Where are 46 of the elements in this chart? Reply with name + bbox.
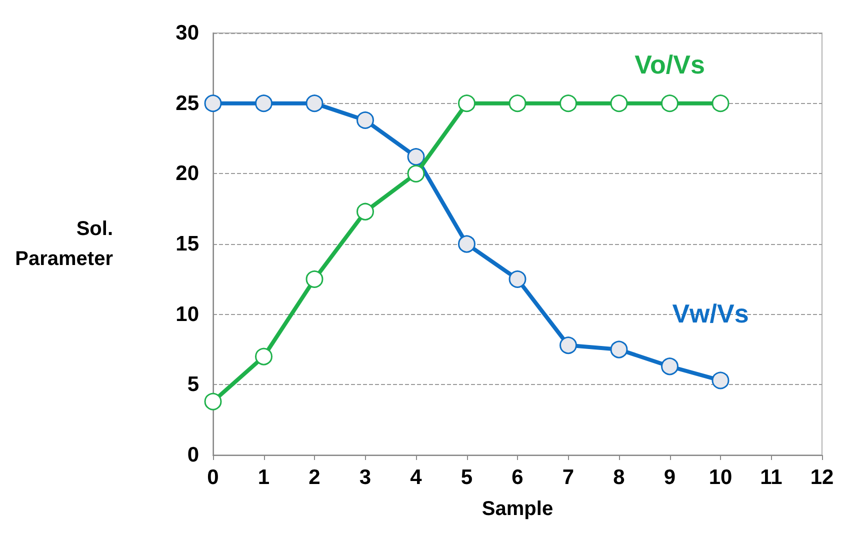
y-tick-label: 15 <box>176 232 200 256</box>
x-axis-title: Sample <box>482 498 554 520</box>
point <box>306 94 324 112</box>
point <box>255 348 272 366</box>
x-tick-label: 8 <box>613 466 626 489</box>
x-tick-label: 5 <box>460 466 473 489</box>
y-tick-label: 10 <box>176 302 199 326</box>
x-tick-label: 11 <box>760 466 783 489</box>
x-tick-label: 0 <box>207 466 219 489</box>
series-label: Vw/Vs <box>672 298 749 329</box>
y-tick-label: 20 <box>176 162 199 186</box>
point <box>407 148 425 166</box>
y-tick-label: 25 <box>176 92 200 115</box>
point <box>508 270 526 288</box>
point <box>407 164 425 182</box>
x-tick-label: 6 <box>512 466 524 489</box>
y-axis-title: Sol. Parameter <box>15 218 114 270</box>
point <box>508 94 526 112</box>
point <box>610 340 628 358</box>
x-tick-label: 2 <box>308 466 320 489</box>
x-tick-label: 4 <box>410 466 422 489</box>
y-tick-label: 5 <box>187 373 200 396</box>
point <box>712 94 730 112</box>
y-tick-label: 0 <box>187 444 199 466</box>
point <box>204 94 222 112</box>
point <box>306 270 324 288</box>
point <box>661 94 678 112</box>
x-tick-label: 9 <box>664 466 676 489</box>
point <box>356 202 374 220</box>
series-label: Vo/Vs <box>634 50 705 80</box>
point <box>712 372 730 390</box>
x-tick-label: 1 <box>258 466 270 489</box>
point <box>255 94 272 112</box>
x-tick-label: 7 <box>562 466 574 489</box>
y-tick-label: 30 <box>176 22 199 44</box>
x-tick-label: 10 <box>708 466 732 489</box>
point <box>458 94 476 112</box>
x-tick-label: 12 <box>810 466 834 489</box>
point <box>560 94 577 112</box>
point <box>560 336 577 354</box>
point <box>661 358 678 376</box>
point <box>204 392 222 410</box>
point <box>458 235 476 253</box>
x-tick-label: 3 <box>359 466 372 489</box>
point <box>356 111 374 129</box>
point <box>610 94 628 112</box>
